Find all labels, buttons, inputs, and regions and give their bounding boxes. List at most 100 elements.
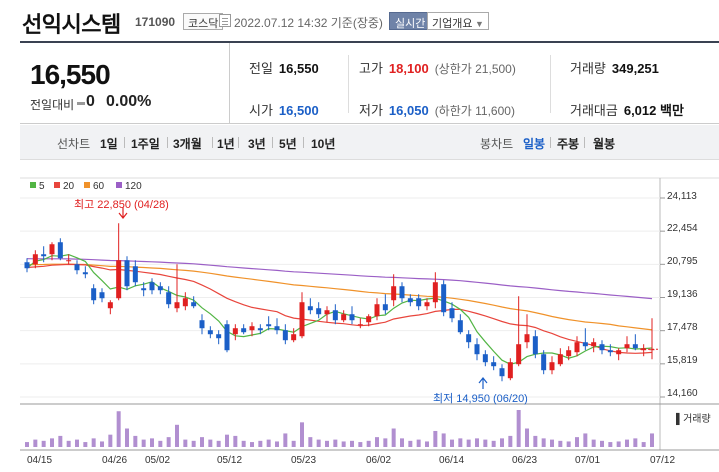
volume-bar	[225, 434, 229, 447]
volume-bar	[91, 438, 96, 447]
volume-bar	[125, 428, 129, 447]
legend-ma120: 120	[116, 181, 142, 192]
candle-body	[599, 344, 605, 351]
candle-body	[249, 326, 255, 331]
candle-body	[241, 328, 247, 333]
y-tick: 20,795	[667, 256, 698, 267]
stock-header: 선익시스템 171090 코스닥 2022.07.12 14:32 기준(장중)…	[0, 0, 719, 40]
volume-bar	[216, 440, 221, 447]
candle-body	[557, 354, 563, 365]
volume-bar	[83, 442, 88, 447]
volume-bar	[375, 437, 379, 447]
quote-panel: 16,550 전일대비 0 0.00% 전일 16,550 고가 18,100 (상한…	[20, 41, 719, 124]
x-tick: 07/12	[650, 455, 676, 466]
candle-body	[32, 254, 38, 265]
ma20-label: 20	[63, 181, 75, 192]
separator	[124, 137, 125, 148]
legend-ma20: 20	[54, 181, 74, 192]
legend-ma60: 60	[84, 181, 104, 192]
candle-body	[574, 342, 580, 353]
low-label: 저가	[359, 103, 383, 118]
candle-body	[507, 362, 513, 379]
candle-body	[257, 328, 263, 331]
candle-body	[524, 334, 530, 343]
quote-datetime: 2022.07.12 14:32 기준(장중)	[234, 16, 383, 30]
period-3y[interactable]: 3년	[248, 137, 266, 151]
volume-bar	[325, 440, 329, 447]
x-tick: 06/14	[439, 455, 465, 466]
period-3m[interactable]: 3개월	[173, 137, 202, 151]
company-overview-label: 기업개요	[432, 18, 473, 30]
volume-bar	[491, 440, 496, 447]
volume-bar	[108, 434, 113, 447]
candle-body	[274, 326, 280, 331]
ma20-line	[26, 263, 653, 354]
volume-bar	[466, 439, 471, 447]
calendar-icon	[219, 14, 231, 27]
period-1y[interactable]: 1년	[217, 137, 235, 151]
volume-bar	[575, 437, 579, 447]
volume-bar	[50, 438, 54, 447]
candle-body	[49, 244, 55, 255]
x-tick: 04/26	[102, 455, 128, 466]
candle-body	[582, 342, 588, 347]
ma5-label: 5	[39, 181, 45, 192]
volume-bar	[166, 437, 171, 447]
volume-bar	[616, 441, 621, 447]
volume-bar	[391, 428, 396, 447]
ma120-label: 120	[125, 181, 142, 192]
high-label: 고가	[359, 61, 383, 76]
candle-body	[182, 298, 188, 307]
change-rate: 0.00%	[106, 93, 152, 110]
y-tick: 24,113	[667, 191, 697, 202]
y-tick: 17,478	[667, 322, 698, 333]
ma5-swatch	[30, 182, 36, 188]
candle-body	[641, 348, 647, 351]
volume-bar	[233, 435, 238, 447]
candle-body	[541, 354, 547, 371]
candle-body	[482, 354, 488, 363]
ma120-swatch	[116, 182, 122, 188]
line-chart-label: 선차트	[57, 137, 91, 151]
volume-bar	[141, 439, 146, 447]
volume-bar	[275, 441, 279, 447]
prev-close-label: 전일	[249, 61, 273, 76]
period-10y[interactable]: 10년	[311, 137, 336, 151]
period-1w[interactable]: 1주일	[131, 137, 160, 151]
candle-body	[349, 314, 355, 321]
volume-bar	[341, 441, 346, 447]
candle-body	[374, 304, 380, 317]
price-chart[interactable]	[0, 160, 719, 472]
period-1d[interactable]: 1일	[100, 137, 118, 151]
volume-bar	[533, 435, 538, 447]
trade-amount: 거래대금 6,012 백만	[570, 100, 684, 119]
change-label: 전일대비	[30, 98, 75, 112]
candle-body	[324, 310, 330, 315]
volume-bar	[408, 440, 413, 447]
candle-body	[424, 302, 430, 307]
volume-bar	[650, 433, 654, 447]
period-daily[interactable]: 일봉	[523, 137, 546, 151]
realtime-button[interactable]: 실시간	[389, 12, 432, 30]
period-monthly[interactable]: 월봉	[593, 137, 616, 151]
upper-limit: (상한가 21,500)	[434, 62, 516, 76]
x-tick: 07/01	[575, 455, 601, 466]
volume-bar	[183, 439, 188, 447]
candle-body	[224, 324, 230, 351]
x-tick: 05/12	[217, 455, 243, 466]
volume-bar	[133, 435, 138, 447]
candle-body	[332, 310, 338, 321]
volume-bar	[366, 440, 371, 447]
candle-body	[41, 254, 47, 257]
volume-label: 거래량	[570, 61, 606, 76]
period-weekly[interactable]: 주봉	[557, 137, 580, 151]
volume-bar	[625, 439, 629, 447]
period-5y[interactable]: 5년	[279, 137, 297, 151]
candle-body	[107, 302, 113, 309]
stock-name: 선익시스템	[22, 12, 121, 37]
low-annotation: 최저 14,950 (06/20)	[433, 393, 528, 405]
company-overview-button[interactable]: 기업개요 ▼	[427, 12, 489, 30]
volume-bar	[250, 442, 254, 447]
open-value: 16,500	[278, 103, 319, 118]
unchanged-icon	[77, 102, 85, 105]
